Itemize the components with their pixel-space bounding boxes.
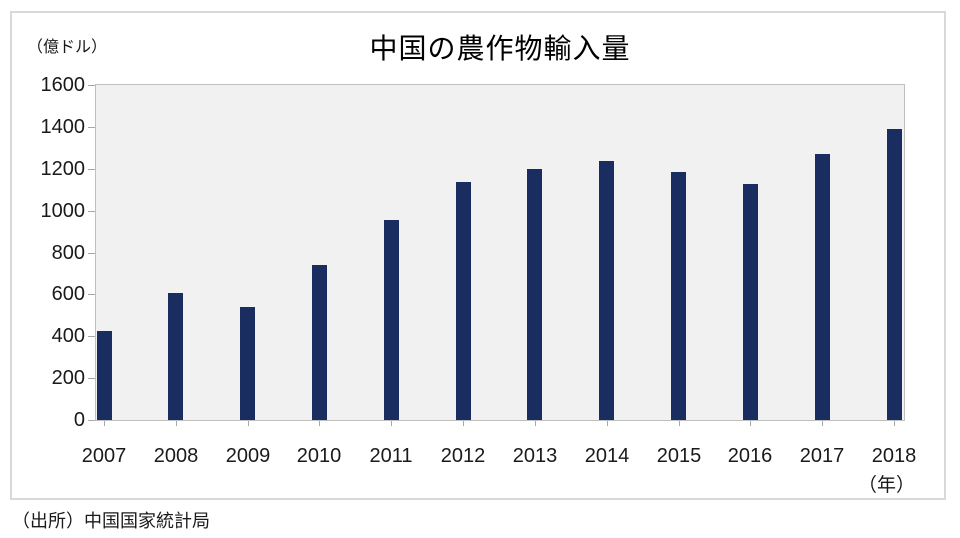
y-tick-mark [88, 420, 95, 421]
chart-frame: （億ドル） 中国の農作物輸入量 1600 1400 1200 1000 800 600 40… [10, 11, 946, 500]
y-tick-label: 600 [51, 283, 85, 306]
chart-title: 中国の農作物輸入量 [369, 33, 631, 64]
y-tick-label: 200 [51, 367, 85, 390]
x-tick-mark [176, 421, 177, 426]
bar-2008 [168, 293, 183, 420]
x-tick-mark [607, 421, 608, 426]
y-tick-mark [88, 336, 95, 337]
x-tick-mark [319, 421, 320, 426]
x-tick-mark [248, 421, 249, 426]
bar-2009 [240, 307, 255, 420]
source-note: （出所）中国国家統計局 [12, 511, 210, 531]
x-tick-mark [822, 421, 823, 426]
y-tick-mark [88, 253, 95, 254]
y-tick-mark [88, 294, 95, 295]
x-tick-mark [894, 421, 895, 426]
x-tick-mark [535, 421, 536, 426]
x-tick-label-2015: 2015 [656, 445, 702, 467]
y-axis-unit-label: （億ドル） [27, 39, 108, 56]
bar-2007 [97, 331, 112, 420]
x-tick-label-2009: 2009 [225, 445, 271, 467]
bar-2015 [671, 172, 686, 420]
x-tick-mark [391, 421, 392, 426]
x-tick-label-2007: 2007 [81, 445, 127, 467]
y-tick-label: 1600 [40, 74, 86, 96]
y-tick-label: 1000 [40, 199, 86, 222]
bar-2016 [743, 184, 758, 420]
bar-2014 [599, 161, 614, 420]
x-tick-mark [679, 421, 680, 426]
bar-2013 [527, 169, 542, 420]
bar-2017 [815, 154, 830, 420]
bar-2010 [312, 265, 327, 420]
y-tick-label: 1200 [40, 157, 86, 180]
x-tick-mark [463, 421, 464, 426]
plot-area: 2007 2008 2009 2010 2011 2012 2013 2014 2015 2016… [82, 84, 916, 467]
bar-2018 [887, 129, 902, 420]
y-tick-mark [88, 85, 95, 86]
x-tick-mark [104, 421, 105, 426]
bar-2012 [456, 182, 471, 420]
y-tick-mark [88, 127, 95, 128]
x-tick-label-2018: 2018 [871, 445, 917, 467]
y-tick-label: 0 [73, 409, 85, 431]
x-axis-unit-label: （年） [857, 475, 915, 496]
x-tick-label-2016: 2016 [727, 445, 773, 467]
bar-2011 [384, 220, 399, 420]
x-tick-label-2013: 2013 [512, 445, 558, 467]
y-tick-label: 1400 [40, 115, 86, 138]
x-tick-mark [750, 421, 751, 426]
x-tick-label-2011: 2011 [369, 445, 413, 467]
y-tick-mark [88, 169, 95, 170]
x-tick-label-2014: 2014 [584, 445, 630, 467]
x-tick-label-2008: 2008 [153, 445, 199, 467]
x-tick-label-2010: 2010 [296, 445, 342, 467]
y-tick-mark [88, 378, 95, 379]
x-tick-label-2012: 2012 [440, 445, 486, 467]
y-tick-label: 400 [51, 325, 85, 348]
y-tick-mark [88, 211, 95, 212]
y-tick-label: 800 [51, 241, 85, 264]
x-tick-label-2017: 2017 [799, 445, 845, 467]
